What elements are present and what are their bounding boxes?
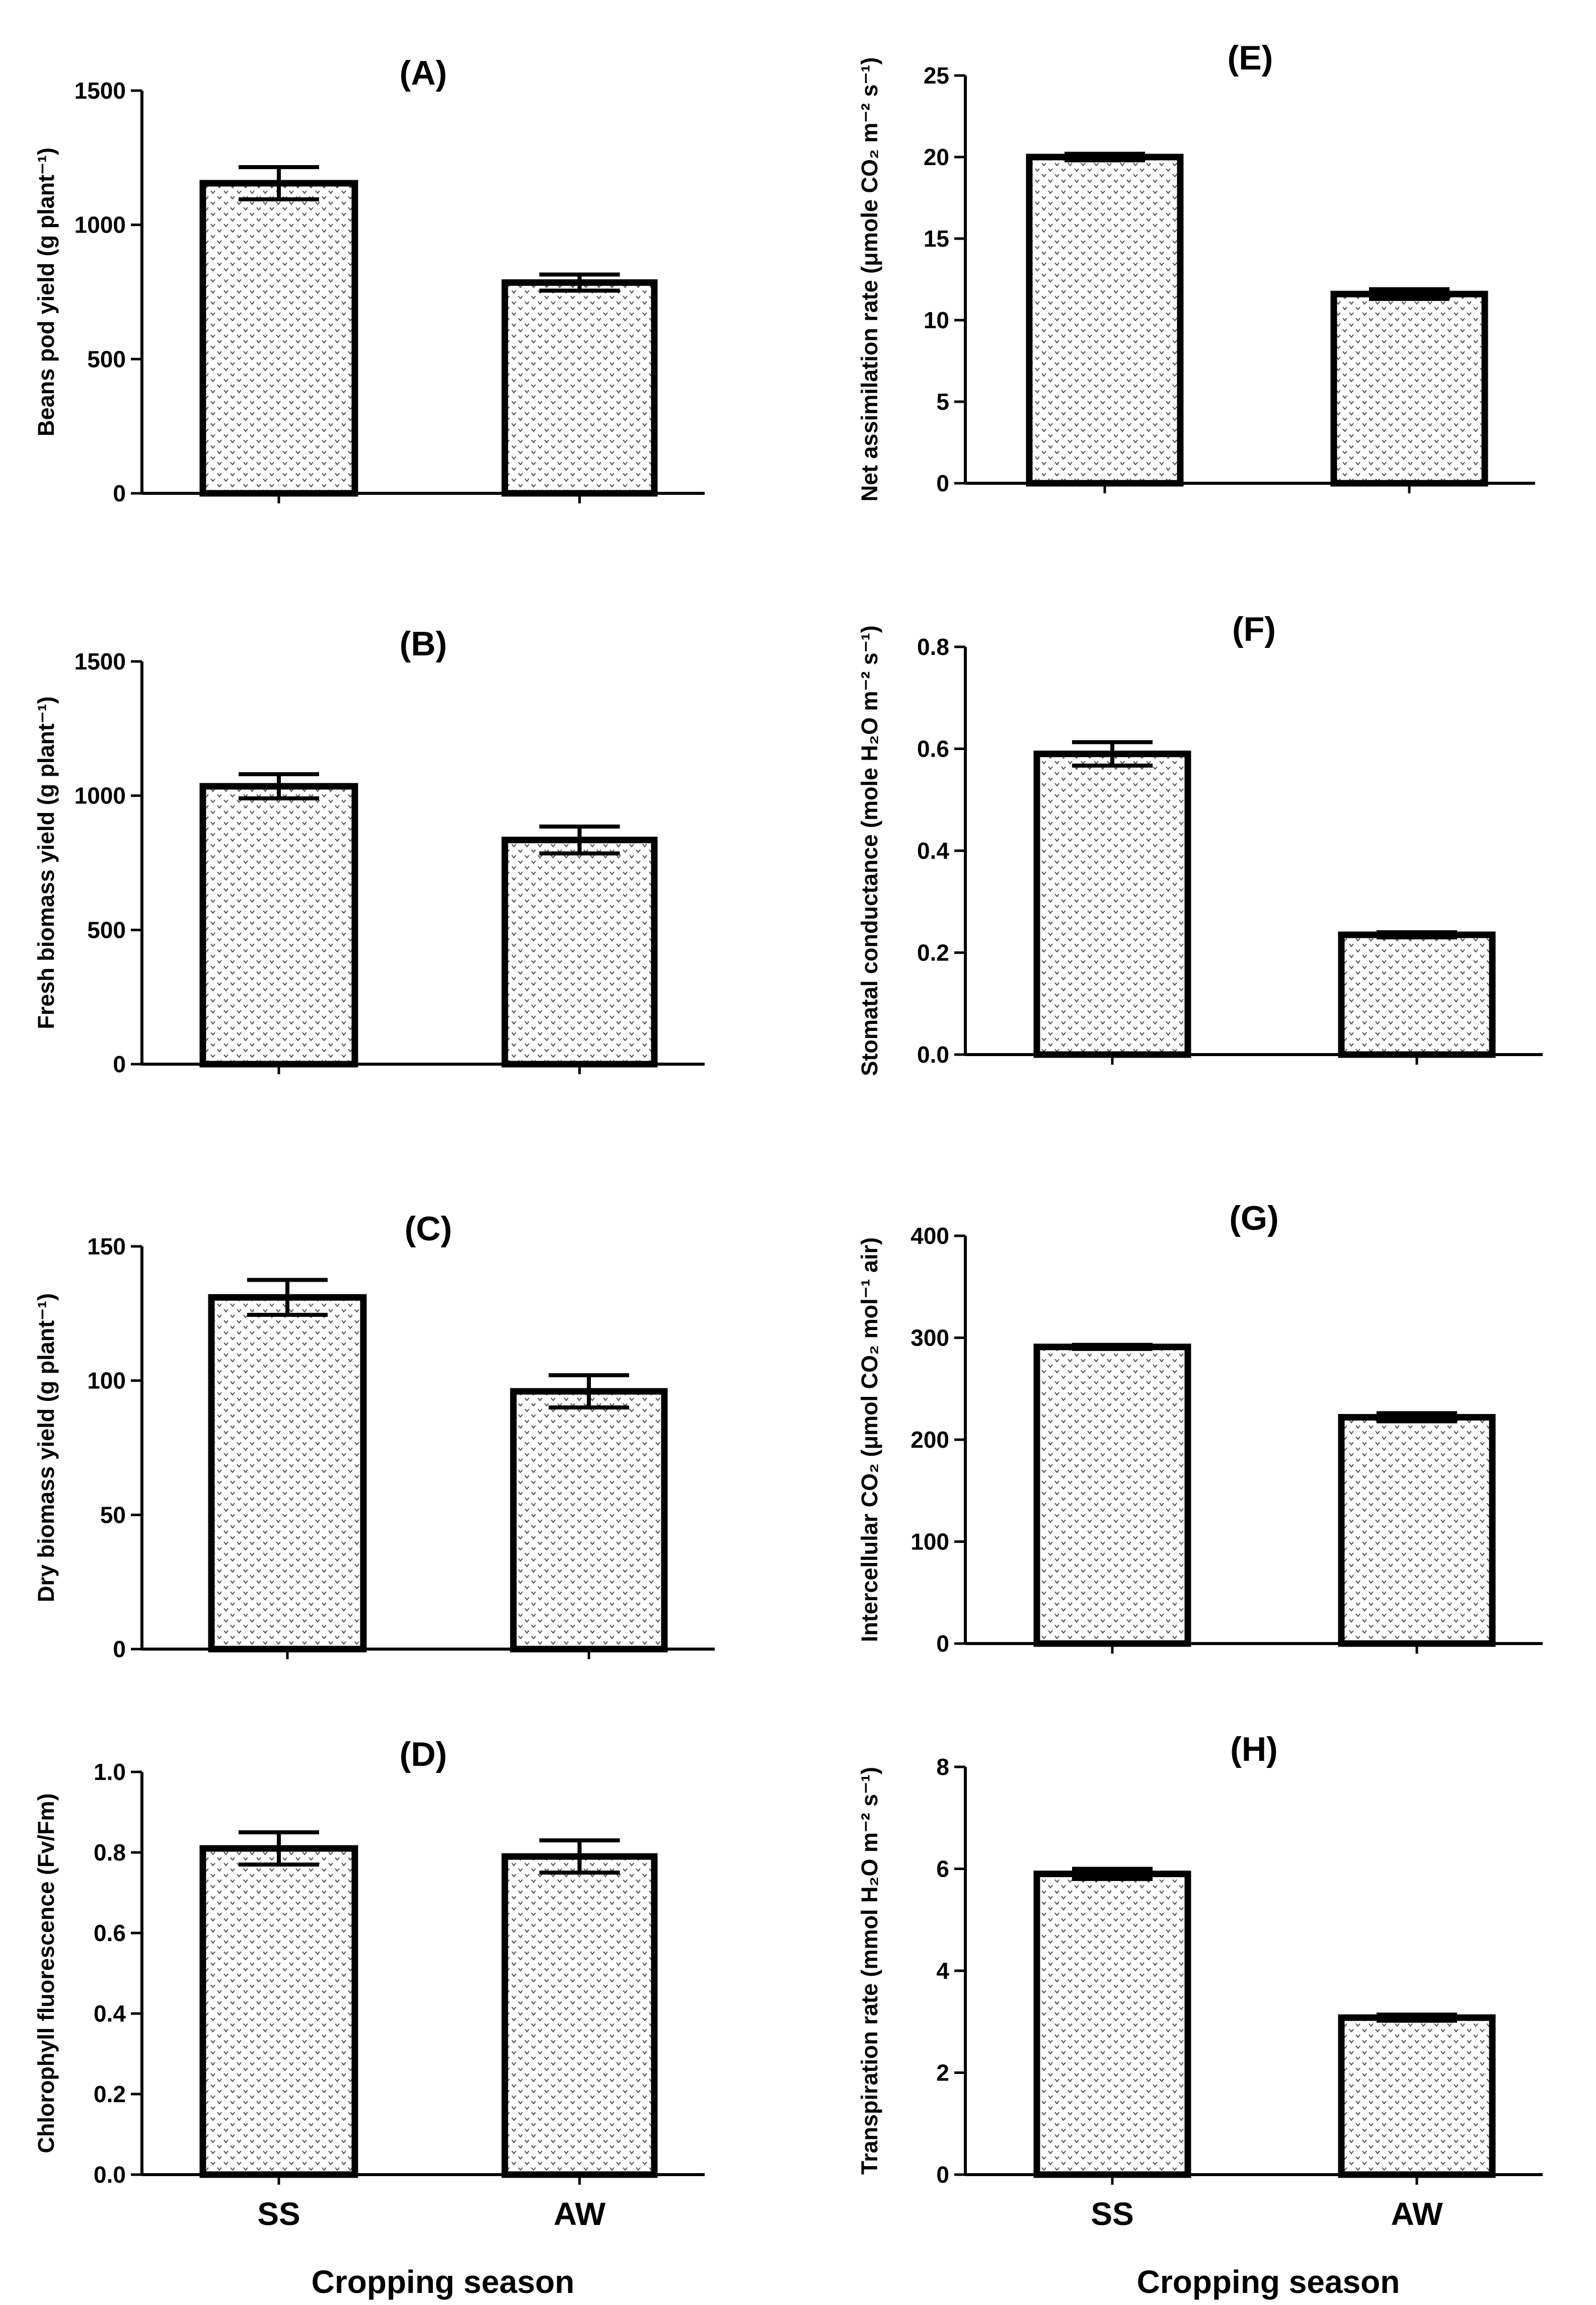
y-tick-label: 400 bbox=[910, 1223, 949, 1249]
bar bbox=[199, 180, 358, 497]
bar bbox=[1026, 154, 1184, 487]
bar bbox=[510, 1388, 668, 1653]
y-axis-label: Net assimilation rate (μmole CO₂ m⁻² s⁻¹… bbox=[857, 57, 882, 502]
y-axis-label: Chlorophyll fluorescence (Fv/Fm) bbox=[33, 1793, 59, 2153]
y-tick-label: 4 bbox=[936, 1958, 949, 1984]
x-axis-title-left: Cropping season bbox=[312, 2264, 575, 2300]
y-tick-label: 20 bbox=[924, 144, 949, 170]
y-tick-label: 8 bbox=[936, 1754, 949, 1780]
y-tick-label: 500 bbox=[87, 917, 126, 943]
category-label: AW bbox=[1391, 2196, 1443, 2232]
y-axis-label: Stomatal conductance (mole H₂O m⁻² s⁻¹) bbox=[857, 625, 882, 1076]
chart-panel: (D) Chlorophyll fluorescence (Fv/Fm) SS AW 0… bbox=[33, 1735, 705, 2232]
y-tick-label: 0 bbox=[113, 1636, 126, 1662]
y-tick-label: 0.6 bbox=[917, 736, 949, 762]
panels: (A)Beans pod yield (g plant⁻¹)0500100015… bbox=[33, 39, 1543, 2232]
bar bbox=[501, 279, 658, 497]
y-tick-label: 100 bbox=[87, 1368, 126, 1394]
panel-title: (E) bbox=[1228, 39, 1273, 77]
bar bbox=[1338, 931, 1496, 1058]
bar bbox=[501, 837, 658, 1068]
y-tick-label: 10 bbox=[924, 307, 949, 333]
bar bbox=[199, 783, 358, 1068]
chart-panel: (B) Fresh biomass yield (g plant⁻¹) 0 500 10… bbox=[33, 625, 705, 1077]
y-tick-label: 1000 bbox=[74, 783, 126, 809]
y-tick-label: 6 bbox=[936, 1856, 949, 1882]
panel-title: (B) bbox=[400, 625, 447, 663]
y-tick-label: 25 bbox=[924, 62, 949, 89]
y-tick-label: 0 bbox=[113, 480, 126, 506]
panel-title: (C) bbox=[405, 1210, 452, 1248]
y-tick-label: 5 bbox=[936, 389, 949, 415]
chart-panel: (G) Intercellular CO₂ (μmol CO₂ mol⁻¹ air… bbox=[857, 1199, 1543, 1657]
chart-panel: (F) Stomatal conductance (mole H₂O m⁻² s⁻… bbox=[857, 610, 1543, 1076]
y-tick-label: 0.4 bbox=[94, 2000, 126, 2027]
y-tick-label: 0.8 bbox=[917, 634, 949, 660]
y-tick-label: 100 bbox=[910, 1529, 949, 1555]
category-label: SS bbox=[1091, 2196, 1133, 2232]
y-tick-label: 0.0 bbox=[917, 1042, 949, 1068]
chart-panel: (H) Transpiration rate (mmol H₂O m⁻² s⁻¹)… bbox=[857, 1730, 1543, 2232]
bar bbox=[1033, 1344, 1191, 1647]
y-tick-label: 1000 bbox=[74, 212, 126, 238]
bar bbox=[1033, 1871, 1191, 2178]
y-axis-label: Fresh biomass yield (g plant⁻¹) bbox=[33, 696, 59, 1029]
panel-title: (H) bbox=[1230, 1730, 1277, 1768]
y-tick-label: 0.4 bbox=[917, 838, 949, 864]
x-axis-title-right: Cropping season bbox=[1137, 2264, 1400, 2300]
panel-title: (A) bbox=[400, 54, 447, 92]
y-tick-label: 150 bbox=[87, 1233, 126, 1259]
y-tick-label: 200 bbox=[910, 1427, 949, 1453]
bar bbox=[208, 1294, 367, 1653]
bar bbox=[1338, 1414, 1496, 1647]
y-axis-label: Intercellular CO₂ (μmol CO₂ mol⁻¹ air) bbox=[857, 1237, 882, 1642]
y-tick-label: 0.8 bbox=[94, 1839, 126, 1866]
y-tick-label: 50 bbox=[100, 1502, 126, 1528]
y-tick-label: 1500 bbox=[74, 78, 126, 104]
y-axis-label: Transpiration rate (mmol H₂O m⁻² s⁻¹) bbox=[857, 1767, 882, 2175]
y-tick-label: 2 bbox=[936, 2060, 949, 2086]
bar bbox=[1338, 2014, 1496, 2178]
y-tick-label: 0.6 bbox=[94, 1920, 126, 1946]
chart-panel: (C) Dry biomass yield (g plant⁻¹) 0 50 100 15… bbox=[33, 1210, 715, 1662]
y-tick-label: 0.2 bbox=[917, 940, 949, 966]
y-tick-label: 0.2 bbox=[94, 2081, 126, 2107]
y-tick-label: 500 bbox=[87, 346, 126, 372]
y-tick-label: 1500 bbox=[74, 648, 126, 675]
y-tick-label: 1.0 bbox=[94, 1759, 126, 1785]
category-label: SS bbox=[257, 2196, 300, 2232]
y-axis-label: Dry biomass yield (g plant⁻¹) bbox=[33, 1293, 59, 1602]
category-label: AW bbox=[554, 2196, 606, 2232]
panel-title: (F) bbox=[1232, 610, 1276, 648]
y-tick-label: 0 bbox=[936, 2162, 949, 2188]
panel-title: (G) bbox=[1229, 1199, 1278, 1237]
y-tick-label: 0 bbox=[936, 470, 949, 496]
y-tick-label: 0 bbox=[113, 1051, 126, 1077]
y-axis-label: Beans pod yield (g plant⁻¹) bbox=[33, 147, 59, 436]
chart-panel: (A) Beans pod yield (g plant⁻¹) 0 500 1000 15… bbox=[33, 54, 705, 506]
chart-panel: (E) Net assimilation rate (μmole CO₂ m⁻² … bbox=[857, 39, 1535, 501]
y-tick-label: 15 bbox=[924, 226, 949, 252]
panel-title: (D) bbox=[400, 1735, 447, 1773]
y-tick-label: 0.0 bbox=[94, 2162, 126, 2188]
bar bbox=[1330, 290, 1488, 487]
bar bbox=[501, 1853, 658, 2178]
bar bbox=[1033, 751, 1191, 1058]
y-tick-label: 0 bbox=[936, 1630, 949, 1657]
bar bbox=[199, 1845, 358, 2178]
y-tick-label: 300 bbox=[910, 1325, 949, 1351]
